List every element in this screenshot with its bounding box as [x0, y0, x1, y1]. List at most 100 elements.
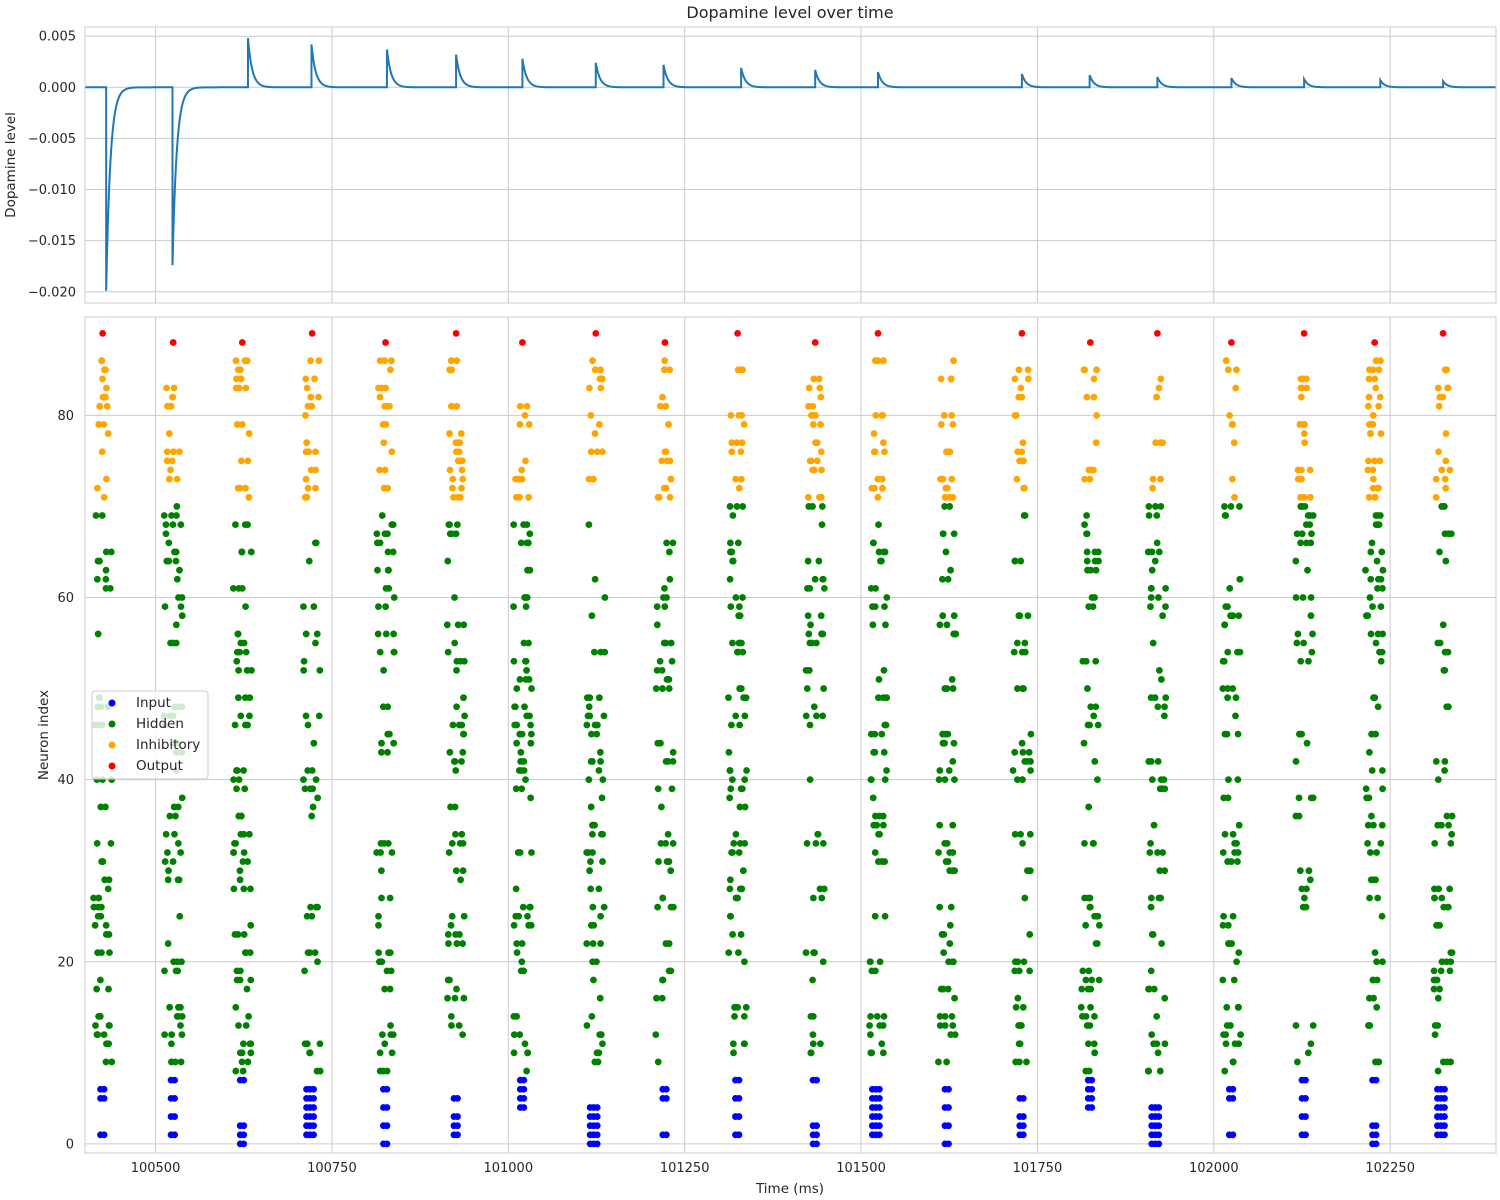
hidden-spike: [1307, 594, 1315, 601]
hidden-spike: [1150, 821, 1158, 829]
inhibitory-spike: [1013, 475, 1021, 483]
inhibitory-spike: [458, 484, 465, 492]
hidden-spike: [232, 521, 239, 529]
hidden-spike: [445, 940, 452, 947]
hidden-spike: [306, 785, 314, 793]
hidden-spike: [458, 830, 466, 838]
hidden-spike: [725, 949, 733, 957]
hidden-spike: [669, 539, 677, 547]
inhibitory-spike: [375, 384, 382, 392]
hidden-spike: [1158, 785, 1166, 793]
hidden-spike: [448, 1022, 455, 1029]
input-spike: [875, 1094, 883, 1102]
hidden-spike: [1234, 849, 1242, 856]
hidden-spike: [308, 812, 316, 820]
inhibitory-spike: [805, 384, 813, 392]
hidden-spike: [1437, 967, 1445, 975]
hidden-spike: [668, 785, 676, 793]
inhibitory-spike: [303, 384, 311, 392]
inhibitory-spike: [173, 475, 181, 483]
inhibitory-spike: [1435, 448, 1442, 456]
hidden-spike: [1148, 776, 1156, 784]
inhibitory-spike: [1298, 384, 1306, 392]
hidden-spike: [172, 621, 180, 629]
hidden-spike: [946, 503, 954, 510]
hidden-spike: [1084, 721, 1092, 729]
hidden-spike: [1379, 767, 1386, 774]
hidden-spike: [1224, 858, 1232, 865]
hidden-spike: [1224, 648, 1232, 656]
inhibitory-spike: [1155, 384, 1163, 392]
inhibitory-spike: [1157, 475, 1164, 483]
hidden-spike: [1433, 976, 1441, 984]
inhibitory-spike: [1369, 466, 1377, 474]
hidden-spike: [460, 994, 468, 1002]
inhibitory-spike: [1019, 439, 1027, 447]
raster-x-tick-label: 101500: [836, 1161, 886, 1176]
inhibitory-spike: [598, 448, 606, 456]
hidden-spike: [1223, 1022, 1231, 1029]
inhibitory-spike: [1157, 439, 1164, 447]
hidden-spike: [951, 867, 958, 875]
hidden-spike: [165, 539, 173, 547]
hidden-spike: [587, 885, 595, 893]
hidden-spike: [726, 876, 734, 884]
hidden-spike: [949, 758, 957, 765]
inhibitory-spike: [376, 357, 384, 365]
hidden-spike: [1225, 940, 1232, 947]
hidden-spike: [453, 521, 461, 529]
hidden-spike: [1445, 821, 1452, 829]
hidden-spike: [90, 894, 97, 902]
output-spike: [734, 329, 741, 337]
hidden-spike: [1379, 785, 1386, 793]
hidden-spike: [97, 803, 105, 811]
hidden-spike: [446, 521, 453, 529]
hidden-spike: [92, 1022, 99, 1029]
inhibitory-spike: [1024, 375, 1032, 383]
hidden-spike: [172, 557, 180, 565]
hidden-spike: [588, 1013, 596, 1020]
hidden-spike: [1234, 648, 1241, 656]
inhibitory-spike: [818, 466, 825, 474]
hidden-spike: [1016, 1040, 1024, 1048]
hidden-spike: [516, 676, 524, 683]
hidden-spike: [1235, 612, 1243, 620]
inhibitory-spike: [1306, 466, 1314, 474]
hidden-spike: [820, 885, 828, 893]
hidden-spike: [169, 639, 177, 647]
hidden-spike: [1447, 949, 1455, 957]
hidden-spike: [518, 785, 526, 793]
hidden-spike: [1077, 1003, 1085, 1011]
legend-label-input: Input: [136, 695, 171, 711]
hidden-spike: [94, 903, 102, 911]
hidden-spike: [1292, 758, 1300, 765]
hidden-spike: [1083, 530, 1090, 538]
hidden-spike: [1148, 1031, 1156, 1039]
hidden-spike: [236, 867, 244, 875]
hidden-spike: [739, 867, 747, 875]
inhibitory-spike: [1014, 448, 1022, 456]
dopamine-line: [85, 38, 1496, 291]
hidden-spike: [93, 575, 101, 583]
hidden-spike: [230, 776, 238, 784]
hidden-spike: [1293, 530, 1301, 538]
hidden-spike: [941, 685, 949, 692]
hidden-spike: [882, 621, 889, 629]
hidden-spike: [517, 748, 525, 756]
input-spike: [454, 1122, 461, 1130]
input-spike: [100, 1131, 108, 1139]
hidden-spike: [300, 657, 308, 665]
hidden-spike: [1081, 894, 1088, 902]
input-spike: [1155, 1104, 1163, 1111]
inhibitory-spike: [813, 457, 821, 465]
hidden-spike: [389, 1031, 397, 1039]
hidden-spike: [313, 630, 321, 638]
hidden-spike: [589, 821, 596, 829]
hidden-spike: [102, 548, 110, 556]
inhibitory-spike: [816, 384, 824, 392]
hidden-spike: [521, 703, 528, 711]
hidden-spike: [241, 694, 249, 702]
hidden-spike: [1293, 639, 1301, 647]
inhibitory-spike: [376, 466, 383, 474]
hidden-spike: [93, 839, 101, 847]
